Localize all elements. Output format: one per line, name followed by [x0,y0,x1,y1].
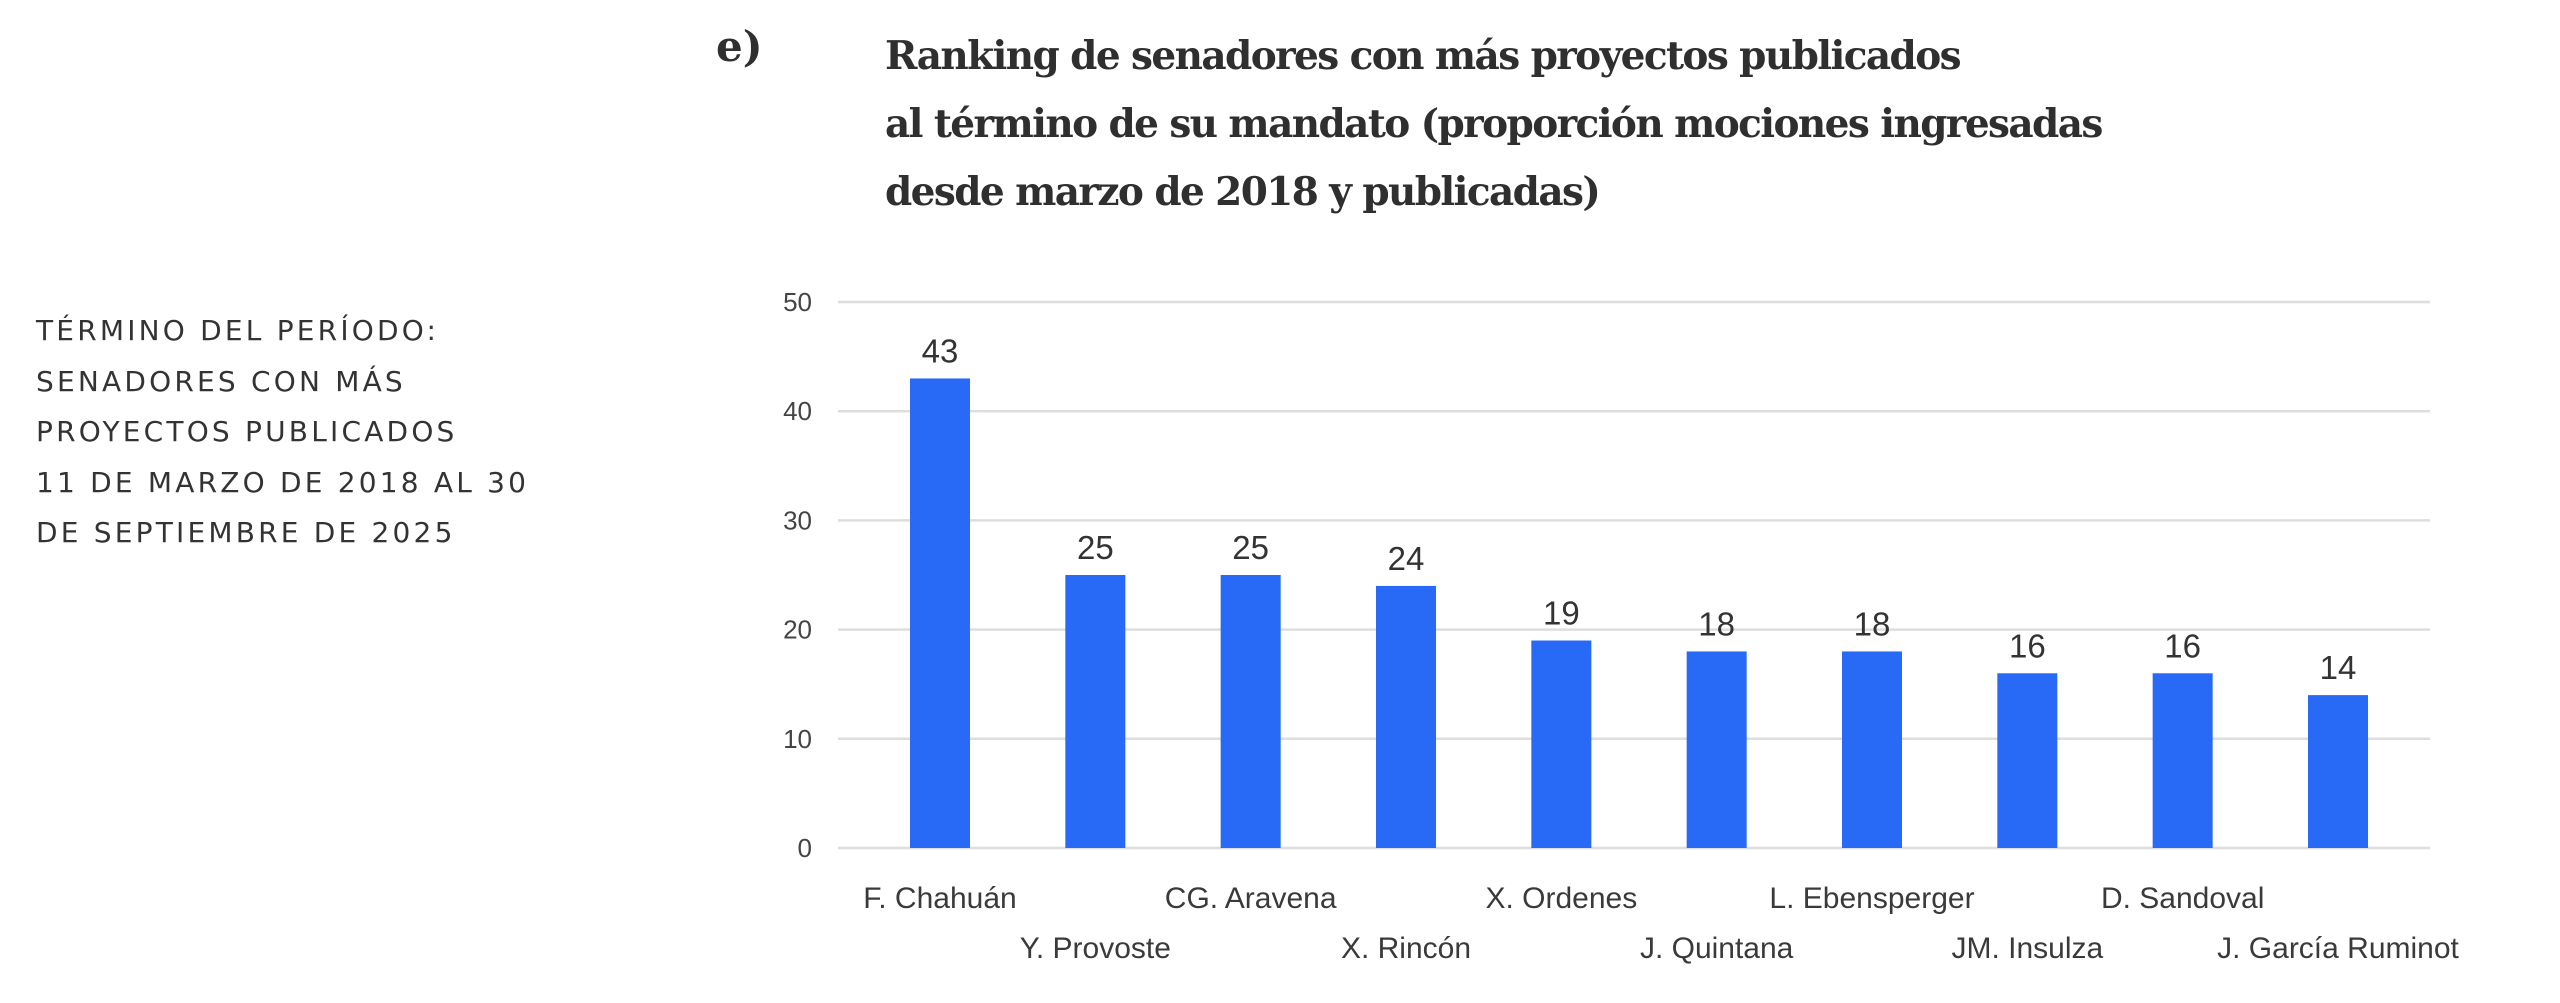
bar [910,378,970,848]
data-label: 43 [922,332,959,369]
data-labels: 43 25 25 24 19 18 18 16 16 14 [922,332,2357,686]
y-tick-label: 40 [783,396,812,426]
y-tick-label: 10 [783,724,812,754]
category-label: J. Quintana [1640,932,1794,965]
bar [1220,575,1281,848]
category-label: F. Chahuán [863,882,1016,915]
y-axis-ticks: 0 10 20 30 40 50 [783,287,812,863]
data-label: 19 [1543,595,1580,632]
bar [1686,651,1747,848]
y-tick-label: 30 [783,505,812,535]
bar [1065,575,1126,848]
category-label: X. Ordenes [1485,882,1637,915]
side-note-line: 11 DE MARZO DE 2018 AL 30 [36,465,530,499]
chart-title: Ranking de senadores con más proyectos p… [885,22,2103,226]
chart-title-line: Ranking de senadores con más proyectos p… [885,33,1962,79]
bar [1997,673,2058,848]
category-label: L. Ebensperger [1769,882,1974,915]
chart-title-line: al término de su mandato (proporción moc… [885,101,2103,147]
data-label: 25 [1232,529,1269,566]
category-label: X. Rincón [1341,932,1471,965]
side-note-line: SENADORES CON MÁS [36,364,406,398]
category-label: J. García Ruminot [2217,932,2459,965]
data-label: 14 [2320,649,2357,686]
side-note-line: PROYECTOS PUBLICADOS [36,415,458,448]
data-label: 18 [1854,605,1891,642]
data-label: 16 [2009,627,2046,664]
bar [2308,695,2368,848]
category-label: D. Sandoval [2101,882,2264,915]
bar [1376,585,1436,848]
category-label: CG. Aravena [1165,882,1337,915]
category-label: Y. Provoste [1020,932,1171,965]
data-label: 25 [1077,529,1114,566]
data-label: 16 [2164,627,2201,664]
chart-title-line: desde marzo de 2018 y publicadas) [885,169,1601,215]
side-note: TÉRMINO DEL PERÍODO: SENADORES CON MÁS P… [36,306,529,559]
bars [910,378,2368,848]
bar [1531,640,1592,848]
y-tick-label: 20 [783,615,812,645]
data-label: 18 [1698,605,1735,642]
side-note-line: TÉRMINO DEL PERÍODO: [36,314,440,347]
data-label: 24 [1388,540,1425,577]
bar [1842,651,1902,848]
bar [2152,673,2213,848]
y-tick-label: 50 [783,287,812,317]
category-label: JM. Insulza [1951,932,2103,965]
side-note-line: DE SEPTIEMBRE DE 2025 [36,516,456,549]
panel-label: e) [716,22,763,71]
y-tick-label: 0 [798,833,812,863]
